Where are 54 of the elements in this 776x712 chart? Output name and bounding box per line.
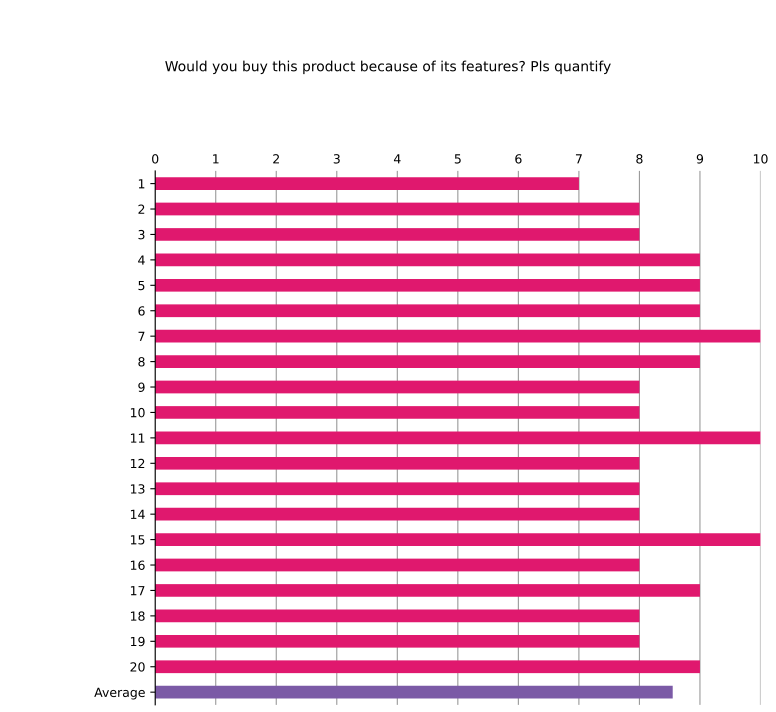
y-tick-label: 17: [130, 586, 144, 596]
y-tick-label: 15: [130, 535, 144, 545]
bar: [155, 406, 640, 419]
x-tick-label: 5: [454, 154, 461, 164]
x-tick-label: 0: [152, 154, 158, 164]
bar: [155, 177, 579, 190]
bar: [155, 686, 673, 699]
y-tick-label: 14: [130, 510, 145, 519]
y-tick-label: 16: [130, 560, 145, 570]
chart-title: Would you buy this product because of its features? Pls quantify: [165, 60, 611, 74]
y-tick-label: 20: [130, 662, 145, 672]
x-tick-label: 6: [515, 154, 522, 164]
bar: [155, 584, 700, 597]
bar: [155, 660, 700, 674]
bar: [155, 278, 700, 292]
bar: [155, 202, 640, 216]
x-tick-label: 9: [696, 154, 704, 164]
bar: [155, 558, 640, 572]
y-tick-label: 19: [130, 636, 145, 646]
bar: [155, 228, 640, 241]
bar: [155, 634, 640, 648]
x-tick-label: 4: [394, 154, 401, 164]
y-tick-label: 13: [130, 484, 144, 494]
x-tick-label: 3: [334, 154, 340, 164]
y-tick-label: 18: [130, 611, 145, 621]
bar: [155, 254, 700, 266]
bar: [155, 456, 640, 470]
y-tick-label: 8: [138, 357, 145, 367]
y-tick-label: 11: [130, 434, 144, 443]
y-tick-label: 10: [130, 408, 145, 418]
bar: [155, 355, 700, 368]
y-tick-label: 5: [138, 280, 144, 290]
bar: [155, 482, 640, 496]
y-tick-label: 9: [138, 382, 145, 392]
x-tick-label: 1: [213, 154, 219, 164]
bar: [155, 432, 760, 444]
bar: [155, 508, 640, 521]
y-tick-label: 6: [138, 306, 145, 316]
x-tick-label: 10: [754, 154, 768, 164]
bar: [155, 304, 700, 318]
x-tick-label: 8: [636, 154, 643, 164]
y-tick-label: 7: [138, 332, 144, 341]
x-tick-label: 2: [273, 154, 279, 164]
bar: [155, 380, 640, 394]
bar: [155, 610, 640, 622]
y-tick-label: 12: [130, 458, 144, 468]
y-tick-label: 1: [138, 179, 144, 188]
bar: [155, 533, 760, 546]
bar: [155, 330, 760, 343]
y-tick-label: Average: [94, 688, 145, 700]
y-tick-label: 2: [138, 204, 144, 214]
y-tick-label: 4: [138, 256, 145, 265]
y-tick-label: 3: [138, 230, 144, 240]
x-tick-label: 7: [576, 154, 582, 164]
